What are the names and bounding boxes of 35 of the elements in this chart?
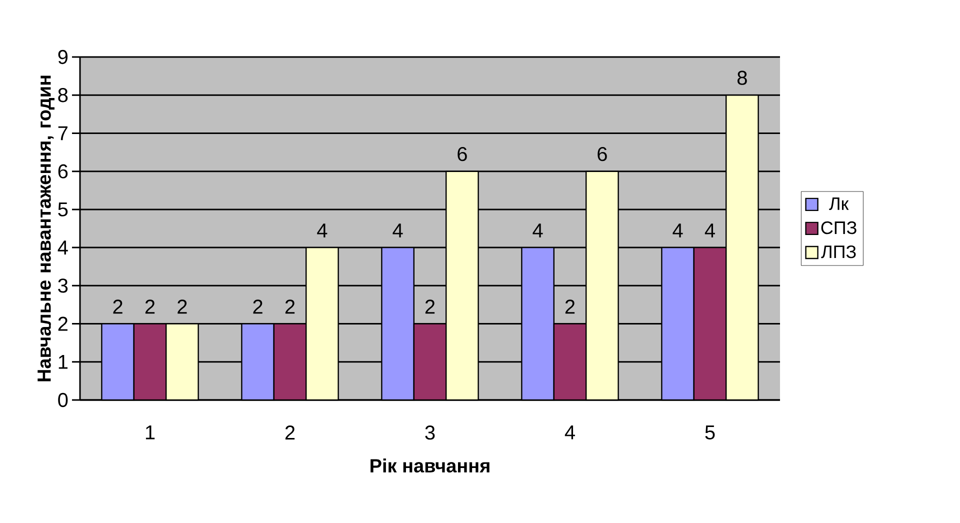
y-tick-label: 7 — [58, 126, 68, 140]
y-tick-label: 6 — [58, 164, 68, 178]
y-tick-label: 8 — [58, 88, 68, 102]
x-tick-label: 3 — [425, 426, 435, 440]
data-label: 2 — [565, 300, 575, 314]
y-tick-label: 2 — [58, 316, 68, 331]
data-label: 4 — [532, 224, 543, 238]
x-tick-label: 1 — [146, 426, 155, 440]
y-tick-label: 3 — [58, 278, 68, 293]
data-label: 2 — [425, 300, 435, 314]
data-label: 2 — [253, 300, 262, 314]
x-tick-label: 4 — [564, 426, 575, 440]
data-label: 4 — [704, 224, 715, 238]
y-tick-label: 0 — [58, 392, 68, 408]
data-label: 6 — [458, 146, 467, 162]
x-tick-label: 2 — [285, 426, 295, 440]
data-label: 2 — [113, 300, 122, 314]
legend-label: ЛПЗ — [821, 245, 856, 258]
data-label: 2 — [178, 300, 187, 314]
data-label: 8 — [738, 70, 747, 85]
x-tick-label: 5 — [705, 426, 715, 440]
data-label: 4 — [317, 224, 328, 238]
y-tick-label: 1 — [58, 355, 68, 369]
data-label: 4 — [672, 224, 683, 238]
data-label: 6 — [598, 146, 607, 162]
y-tick-label: 5 — [58, 202, 68, 216]
y-tick-label: 9 — [58, 50, 68, 64]
legend-label: СПЗ — [821, 221, 856, 234]
y-axis-title: Навчальне навантаження, годин — [38, 76, 54, 382]
y-tick-label: 4 — [58, 240, 68, 254]
data-label: 4 — [392, 224, 403, 238]
data-label: 2 — [145, 300, 155, 314]
x-axis-title: Рік навчання — [370, 458, 490, 473]
data-label: 2 — [285, 300, 295, 314]
legend-label: Лк — [829, 197, 849, 210]
